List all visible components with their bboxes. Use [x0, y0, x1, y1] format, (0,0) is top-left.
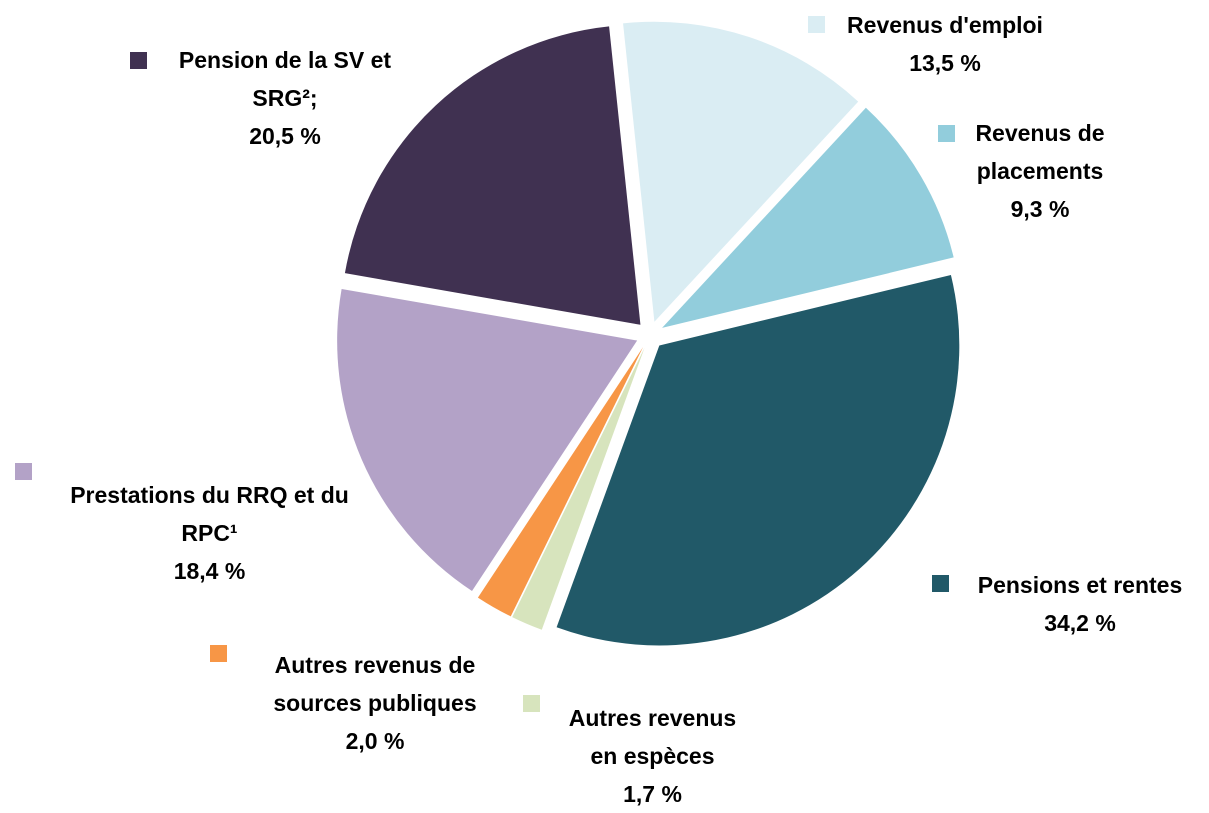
- value-label: 9,3 %: [1010, 196, 1070, 222]
- slice-label: Autres revenus de sources publiques 2,0 %: [245, 646, 505, 760]
- legend-swatch: [523, 695, 540, 712]
- pie-slice: [477, 347, 644, 617]
- category-label: Autres revenus en espèces: [568, 705, 737, 769]
- legend-swatch: [210, 645, 227, 662]
- pie-slice: [556, 274, 960, 646]
- category-label: Revenus d'emploi: [847, 12, 1043, 38]
- legend-swatch: [15, 463, 32, 480]
- category-label: Autres revenus de sources publiques: [273, 652, 477, 716]
- value-label: 13,5 %: [909, 50, 981, 76]
- legend-swatch: [938, 125, 955, 142]
- pie-slice: [662, 107, 954, 328]
- value-label: 2,0 %: [345, 728, 405, 754]
- slice-label: Pension de la SV et SRG²; 20,5 %: [150, 41, 420, 155]
- slice-label: Pensions et rentes 34,2 %: [955, 566, 1205, 642]
- legend-swatch: [130, 52, 147, 69]
- category-label: Pensions et rentes: [977, 572, 1183, 598]
- legend-swatch: [808, 16, 825, 33]
- category-label: Prestations du RRQ et du RPC¹: [70, 482, 349, 546]
- category-label: Pension de la SV et SRG²;: [178, 47, 392, 111]
- value-label: 34,2 %: [1044, 610, 1116, 636]
- value-label: 1,7 %: [623, 781, 682, 807]
- slice-label: Revenus d'emploi 13,5 %: [830, 6, 1060, 82]
- legend-swatch: [932, 575, 949, 592]
- pie-slice: [337, 288, 638, 592]
- value-label: 20,5 %: [249, 123, 321, 149]
- category-label: Revenus de placements: [975, 120, 1105, 184]
- slice-label: Autres revenus en espèces 1,7 %: [560, 699, 745, 813]
- pie-slice: [623, 21, 859, 322]
- slice-label: Revenus de placements 9,3 %: [950, 114, 1130, 228]
- slice-label: Prestations du RRQ et du RPC¹ 18,4 %: [62, 476, 357, 590]
- pie-slice: [344, 26, 641, 325]
- pie-slice: [512, 347, 645, 630]
- value-label: 18,4 %: [173, 558, 246, 584]
